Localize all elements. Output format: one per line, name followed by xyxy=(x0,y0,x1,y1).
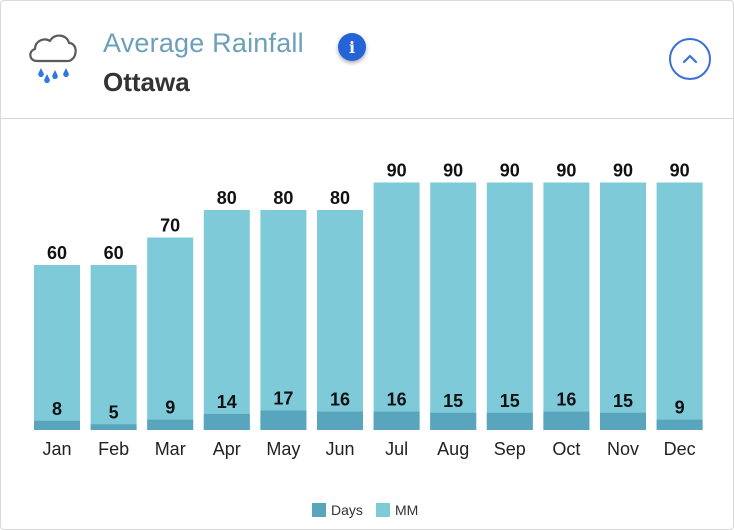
days-value-label: 9 xyxy=(675,398,685,418)
legend-swatch-mm xyxy=(376,503,390,517)
bar-days-mar[interactable] xyxy=(147,419,194,430)
bar-mm-oct[interactable] xyxy=(543,182,590,431)
bar-mm-mar[interactable] xyxy=(147,237,194,431)
legend-label-days[interactable]: Days xyxy=(331,502,363,518)
legend-swatch-days xyxy=(312,503,326,517)
month-tick-label: Mar xyxy=(155,439,186,459)
mm-value-label: 60 xyxy=(104,243,124,263)
mm-value-label: 70 xyxy=(160,216,180,236)
mm-value-label: 90 xyxy=(387,161,407,181)
bar-mm-feb[interactable] xyxy=(90,265,137,430)
bar-mm-jan[interactable] xyxy=(34,265,80,430)
days-value-label: 17 xyxy=(273,388,293,408)
days-value-label: 15 xyxy=(443,391,463,411)
month-tick-label: Dec xyxy=(664,439,696,459)
bar-days-feb[interactable] xyxy=(90,424,137,430)
legend-label-mm[interactable]: MM xyxy=(395,502,418,518)
bar-days-apr[interactable] xyxy=(203,413,250,430)
location-name: Ottawa xyxy=(103,67,190,97)
mm-value-label: 90 xyxy=(443,161,463,181)
days-value-label: 5 xyxy=(109,402,119,422)
collapse-button[interactable] xyxy=(669,38,711,80)
bar-days-jan[interactable] xyxy=(34,420,80,430)
month-tick-label: Feb xyxy=(98,439,129,459)
mm-value-label: 80 xyxy=(330,188,350,208)
bar-days-may[interactable] xyxy=(260,410,307,430)
month-tick-label: Apr xyxy=(213,439,241,459)
bar-mm-jun[interactable] xyxy=(317,210,363,430)
bar-days-sep[interactable] xyxy=(486,412,533,430)
month-tick-label: Sep xyxy=(494,439,526,459)
card-header: Average Rainfall Ottawa i xyxy=(1,1,733,119)
days-value-label: 15 xyxy=(613,391,633,411)
bar-mm-dec[interactable] xyxy=(656,182,703,431)
chevron-up-icon xyxy=(682,54,698,64)
days-value-label: 14 xyxy=(217,392,237,412)
days-value-label: 16 xyxy=(330,390,350,410)
bar-mm-apr[interactable] xyxy=(203,210,250,430)
mm-value-label: 80 xyxy=(217,188,237,208)
bar-days-oct[interactable] xyxy=(543,411,590,430)
month-tick-label: Jun xyxy=(325,439,354,459)
mm-value-label: 90 xyxy=(500,161,520,181)
bar-mm-may[interactable] xyxy=(260,210,307,430)
days-value-label: 9 xyxy=(165,398,175,418)
month-tick-label: Jul xyxy=(385,439,408,459)
bar-mm-jul[interactable] xyxy=(373,182,420,431)
bar-mm-nov[interactable] xyxy=(600,182,646,431)
days-value-label: 16 xyxy=(556,390,576,410)
bar-days-jul[interactable] xyxy=(373,411,420,430)
mm-value-label: 60 xyxy=(47,243,67,263)
month-tick-label: Jan xyxy=(42,439,71,459)
month-tick-label: Nov xyxy=(607,439,639,459)
info-icon[interactable]: i xyxy=(338,33,366,61)
mm-value-label: 80 xyxy=(273,188,293,208)
bar-days-nov[interactable] xyxy=(600,412,646,430)
bar-mm-aug[interactable] xyxy=(430,182,477,431)
rainfall-chart: 60 8 Jan 60 5 Feb 70 9 Mar 80 14 Apr 80 17 May 80 16 Jun 9… xyxy=(34,161,703,518)
bar-days-jun[interactable] xyxy=(317,411,363,430)
bar-mm-sep[interactable] xyxy=(486,182,533,431)
mm-value-label: 90 xyxy=(613,161,633,181)
mm-value-label: 90 xyxy=(556,161,576,181)
month-tick-label: May xyxy=(266,439,300,459)
info-glyph: i xyxy=(348,37,356,57)
month-tick-label: Aug xyxy=(437,439,469,459)
month-tick-label: Oct xyxy=(552,439,580,459)
days-value-label: 8 xyxy=(52,399,62,419)
bar-days-aug[interactable] xyxy=(430,412,477,430)
rain-cloud-icon xyxy=(29,34,77,84)
bar-days-dec[interactable] xyxy=(656,419,703,430)
page-title: Average Rainfall xyxy=(103,28,304,58)
mm-value-label: 90 xyxy=(670,161,690,181)
days-value-label: 15 xyxy=(500,391,520,411)
days-value-label: 16 xyxy=(387,390,407,410)
